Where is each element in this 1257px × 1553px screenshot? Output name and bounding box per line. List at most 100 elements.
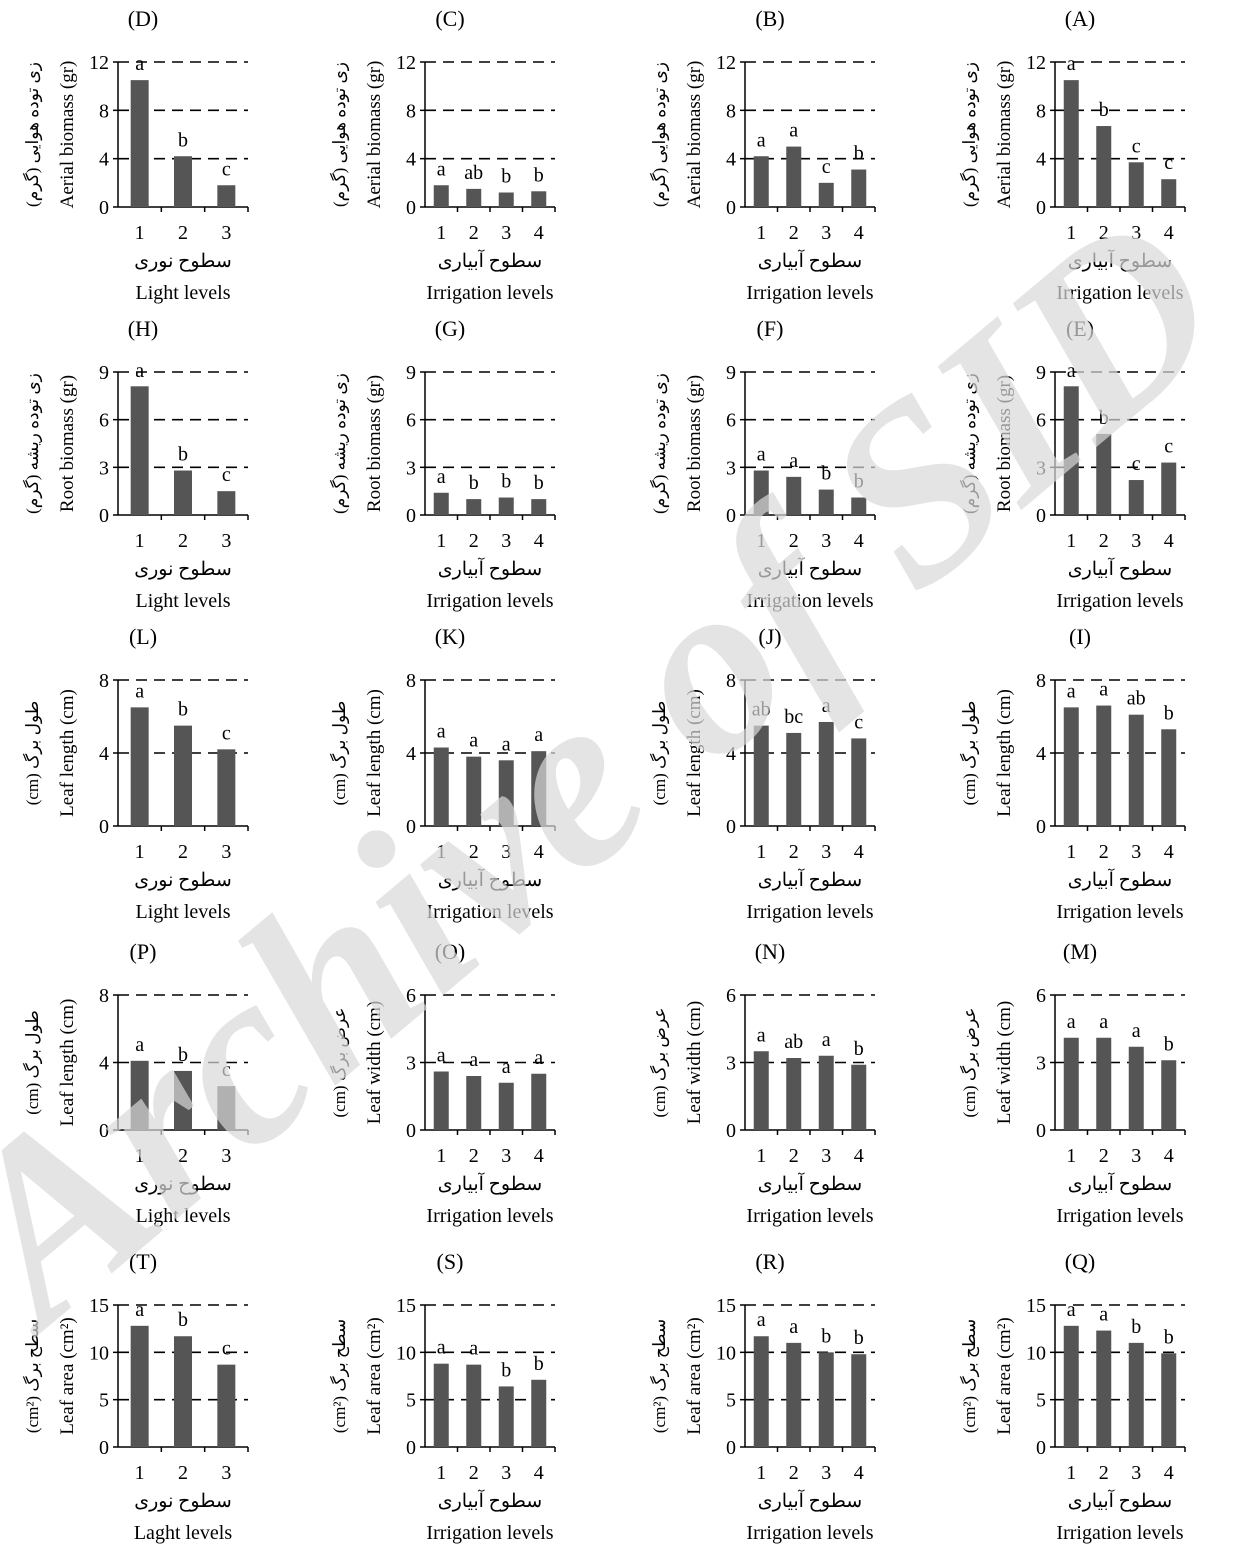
x-tick-label: 1 xyxy=(436,841,446,863)
x-axis-label-fa: سطوح آبیاری xyxy=(758,868,862,891)
y-axis-label: Leaf width (cm) xyxy=(994,1001,1015,1124)
bar xyxy=(1161,462,1177,515)
y-tick-label: 8 xyxy=(1036,670,1046,692)
y-tick-label: 8 xyxy=(726,670,736,692)
x-tick-label: 1 xyxy=(135,841,145,863)
y-tick-label: 9 xyxy=(406,362,416,384)
x-axis-label-fa: سطوح نوری xyxy=(134,1174,232,1195)
y-tick-label: 12 xyxy=(396,52,416,74)
significance-letter: a xyxy=(135,680,144,702)
significance-letter: ab xyxy=(784,1031,803,1053)
x-tick-label: 3 xyxy=(1131,222,1141,244)
y-tick-label: 10 xyxy=(716,1342,736,1364)
y-tick-label: 0 xyxy=(406,197,416,219)
y-tick-label: 8 xyxy=(99,100,109,122)
x-tick-label: 3 xyxy=(221,1462,231,1484)
significance-letter: b xyxy=(854,1327,864,1349)
significance-letter: b xyxy=(501,166,511,188)
y-tick-label: 15 xyxy=(1026,1295,1046,1317)
bar xyxy=(786,476,802,515)
y-tick-label: 5 xyxy=(99,1390,109,1412)
significance-letter: b xyxy=(854,471,864,493)
y-axis-label: Root biomass (gr) xyxy=(684,375,705,512)
significance-letter: a xyxy=(1067,680,1076,702)
bar xyxy=(433,185,449,207)
x-tick-label: 1 xyxy=(135,1462,145,1484)
x-tick-label: 4 xyxy=(1164,841,1174,863)
x-tick-label: 3 xyxy=(221,222,231,244)
y-tick-label: 15 xyxy=(716,1295,736,1317)
x-tick-label: 3 xyxy=(501,222,511,244)
x-tick-label: 4 xyxy=(854,530,864,552)
y-axis-label: Aerial biomass (gr) xyxy=(994,61,1015,209)
y-tick-label: 0 xyxy=(406,816,416,838)
bar xyxy=(851,169,867,207)
x-tick-label: 1 xyxy=(1066,530,1076,552)
y-tick-label: 0 xyxy=(1036,816,1046,838)
significance-letter: c xyxy=(222,1059,231,1081)
x-axis-label: Irrigation levels xyxy=(1056,901,1183,923)
x-tick-label: 1 xyxy=(756,222,766,244)
significance-letter: a xyxy=(135,1299,144,1321)
x-axis-label: Irrigation levels xyxy=(426,282,553,304)
panel-label: (S) xyxy=(437,1249,464,1274)
chart-panel-l: (L) 0 4 8 a 1 b 2 c 3 سطوح نوری Light levels Leaf le… xyxy=(22,624,249,923)
panel-label: (F) xyxy=(757,316,784,341)
significance-letter: a xyxy=(1067,360,1076,382)
significance-letter: bc xyxy=(784,706,803,728)
x-tick-label: 3 xyxy=(821,530,831,552)
bar xyxy=(498,1386,514,1447)
y-tick-label: 0 xyxy=(99,1437,109,1459)
bar xyxy=(498,1082,514,1130)
chart-panel-c: (C) 0 4 8 12 a 1 ab 2 b 3 b 4 سطوح آبیاری Irrigation l… xyxy=(329,6,556,304)
y-axis-label: Root biomass (gr) xyxy=(364,375,385,512)
significance-letter: a xyxy=(135,360,144,382)
bar xyxy=(1063,80,1079,207)
x-axis-label: Laght levels xyxy=(134,1522,233,1544)
x-axis-label-fa: سطوح آبیاری xyxy=(758,1172,862,1195)
significance-letter: a xyxy=(1067,53,1076,75)
bar xyxy=(1063,1325,1079,1447)
bar xyxy=(217,1086,236,1130)
x-tick-label: 3 xyxy=(501,530,511,552)
y-axis-label-fa: زی توده هوایی (گرم) xyxy=(329,62,350,207)
y-axis-label-fa: عرض برگ (cm) xyxy=(329,1007,350,1117)
panel-label: (L) xyxy=(129,624,157,649)
y-tick-label: 6 xyxy=(406,410,416,432)
significance-letter: c xyxy=(854,711,863,733)
y-axis-label: Leaf area (cm²) xyxy=(994,1317,1015,1435)
x-axis-label-fa: سطوح آبیاری xyxy=(1068,1172,1172,1195)
y-axis-label: Root biomass (gr) xyxy=(57,375,78,512)
panel-label: (G) xyxy=(435,316,466,341)
y-axis-label-fa: عرض برگ (cm) xyxy=(649,1007,670,1117)
y-axis-label-fa: طول برگ (cm) xyxy=(22,1010,43,1115)
significance-letter: b xyxy=(178,129,188,151)
significance-letter: a xyxy=(1067,1299,1076,1321)
y-tick-label: 6 xyxy=(99,410,109,432)
significance-letter: a xyxy=(1099,1304,1108,1326)
x-tick-label: 3 xyxy=(821,1145,831,1167)
x-tick-label: 4 xyxy=(854,222,864,244)
y-axis-label: Leaf width (cm) xyxy=(684,1001,705,1124)
chart-panel-h: (H) 0 3 6 9 a 1 b 2 c 3 سطوح نوری Light levels Root b… xyxy=(22,316,249,612)
y-tick-label: 6 xyxy=(1036,410,1046,432)
x-tick-label: 3 xyxy=(1131,1145,1141,1167)
x-tick-label: 1 xyxy=(135,530,145,552)
x-tick-label: 2 xyxy=(789,841,799,863)
bar xyxy=(1063,1037,1079,1130)
y-tick-label: 3 xyxy=(406,1053,416,1075)
significance-letter: b xyxy=(1164,1033,1174,1055)
y-tick-label: 6 xyxy=(406,985,416,1007)
bar xyxy=(1063,707,1079,826)
bar xyxy=(851,1064,867,1130)
bar xyxy=(1161,1060,1177,1130)
significance-letter: ab xyxy=(752,699,771,721)
bar xyxy=(1161,179,1177,207)
panel-label: (R) xyxy=(755,1249,784,1274)
y-tick-label: 6 xyxy=(726,985,736,1007)
x-tick-label: 1 xyxy=(1066,1462,1076,1484)
x-axis-label: Irrigation levels xyxy=(1056,1205,1183,1227)
significance-letter: ab xyxy=(1127,688,1146,710)
significance-letter: b xyxy=(178,1309,188,1331)
